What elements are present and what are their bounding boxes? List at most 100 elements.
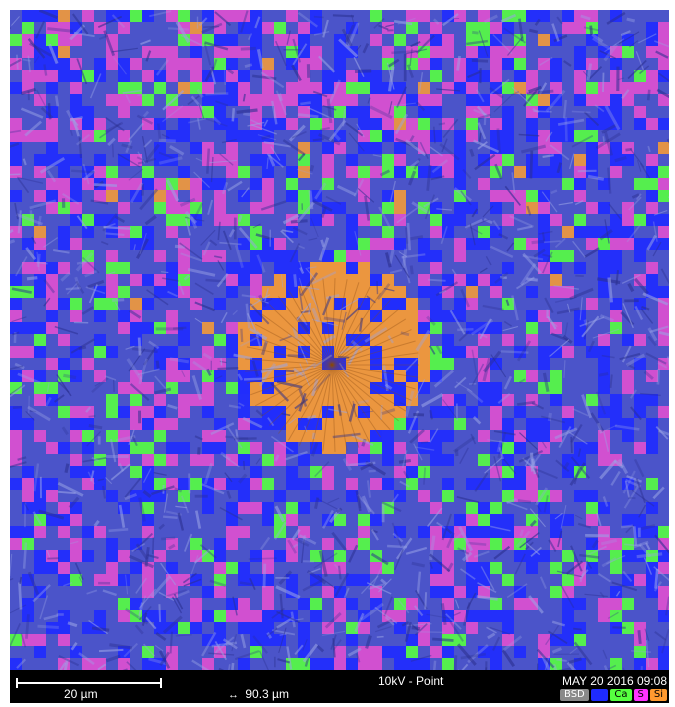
element-tile (274, 358, 286, 370)
element-tile (214, 478, 226, 490)
element-tile (226, 70, 238, 82)
element-tile (226, 166, 238, 178)
element-tile (514, 370, 526, 382)
element-tile (34, 322, 46, 334)
element-tile (46, 70, 58, 82)
element-tile (250, 118, 262, 130)
element-tile (514, 598, 526, 610)
element-tile (658, 118, 669, 130)
element-tile (490, 442, 502, 454)
element-tile (430, 214, 442, 226)
element-tile (322, 178, 334, 190)
element-tile (250, 94, 262, 106)
element-tile (454, 634, 466, 646)
element-tile (286, 382, 298, 394)
element-tile (646, 166, 658, 178)
element-tile (298, 94, 310, 106)
element-tile (310, 574, 322, 586)
element-tile (538, 346, 550, 358)
legend-chip-al: Al (590, 689, 609, 701)
element-tile (418, 358, 430, 370)
element-tile (286, 334, 298, 346)
element-tile (94, 310, 106, 322)
element-tile (34, 370, 46, 382)
element-tile (454, 154, 466, 166)
element-tile (46, 10, 58, 22)
element-tile (646, 202, 658, 214)
element-tile (334, 562, 346, 574)
element-tile (82, 526, 94, 538)
element-tile (22, 598, 34, 610)
element-tile (646, 178, 658, 190)
element-tile (466, 286, 478, 298)
element-tile (34, 190, 46, 202)
element-tile (610, 322, 622, 334)
element-tile (634, 646, 646, 658)
element-tile (454, 166, 466, 178)
element-tile (574, 10, 586, 22)
element-tile (214, 634, 226, 646)
element-tile (514, 586, 526, 598)
element-tile (502, 118, 514, 130)
element-tile (190, 106, 202, 118)
element-tile (214, 10, 226, 22)
element-tile (46, 130, 58, 142)
element-tile (610, 142, 622, 154)
element-tile (286, 214, 298, 226)
element-tile (178, 358, 190, 370)
element-tile (538, 202, 550, 214)
element-tile (454, 346, 466, 358)
element-tile (250, 466, 262, 478)
element-tile (634, 106, 646, 118)
element-tile (226, 10, 238, 22)
element-tile (118, 202, 130, 214)
element-tile (334, 430, 346, 442)
element-tile (262, 610, 274, 622)
element-tile (394, 154, 406, 166)
element-tile (442, 118, 454, 130)
element-tile (358, 514, 370, 526)
element-tile (634, 358, 646, 370)
element-tile (490, 118, 502, 130)
element-tile (550, 214, 562, 226)
element-tile (334, 34, 346, 46)
element-tile (526, 466, 538, 478)
element-tile (334, 334, 346, 346)
element-tile (406, 166, 418, 178)
element-tile (190, 622, 202, 634)
element-tile (214, 442, 226, 454)
element-tile (574, 178, 586, 190)
element-tile (478, 610, 490, 622)
element-tile (646, 190, 658, 202)
element-tile (610, 238, 622, 250)
element-tile (58, 262, 70, 274)
element-tile (202, 610, 214, 622)
element-tile (346, 250, 358, 262)
element-tile (310, 610, 322, 622)
element-tile (130, 406, 142, 418)
element-tile (598, 82, 610, 94)
element-tile (106, 214, 118, 226)
element-tile (478, 514, 490, 526)
element-tile (70, 106, 82, 118)
element-tile (34, 394, 46, 406)
element-tile (154, 418, 166, 430)
element-tile (310, 118, 322, 130)
element-tile (598, 238, 610, 250)
element-tile (634, 622, 646, 634)
element-tile (118, 406, 130, 418)
element-tile (286, 658, 298, 670)
element-tile (274, 382, 286, 394)
element-tile (538, 430, 550, 442)
element-tile (490, 502, 502, 514)
element-tile (430, 358, 442, 370)
element-tile (562, 598, 574, 610)
element-tile (514, 10, 526, 22)
element-tile (94, 166, 106, 178)
element-tile (34, 646, 46, 658)
element-tile (658, 358, 669, 370)
element-tile (646, 586, 658, 598)
element-tile (514, 550, 526, 562)
element-tile (10, 526, 22, 538)
element-tile (34, 262, 46, 274)
